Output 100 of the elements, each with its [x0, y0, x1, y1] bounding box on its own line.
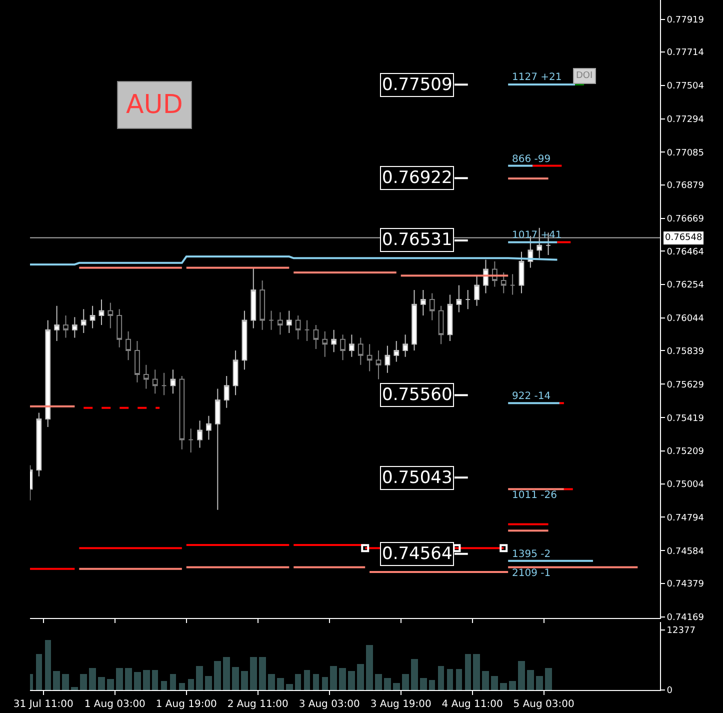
bar [286, 684, 293, 690]
candlestick [250, 267, 256, 329]
candlestick [358, 337, 364, 366]
candlestick [412, 290, 417, 352]
bar [393, 682, 400, 690]
y-tick-label: 0.75419 [666, 414, 704, 424]
y-tick-label: 0.74379 [666, 579, 704, 590]
candlestick [384, 345, 390, 374]
candlestick [108, 302, 114, 329]
bar [36, 654, 42, 690]
annotation: 0.74564 [382, 544, 452, 564]
bar [188, 678, 194, 690]
candlestick [518, 251, 524, 294]
y-tick-label: 0.77714 [666, 48, 704, 58]
bar [527, 670, 534, 690]
candlestick [429, 292, 435, 321]
candlestick [438, 305, 444, 345]
candlestick [116, 308, 122, 348]
bar [62, 674, 69, 690]
annotation: 866 -99 [512, 154, 551, 165]
annotation: DOI [576, 71, 593, 81]
candlestick [349, 334, 354, 358]
candlestick [197, 420, 202, 448]
y-tick-label: 0.75209 [666, 447, 704, 458]
candlestick [474, 275, 480, 306]
candlestick [161, 372, 167, 396]
bar [411, 658, 418, 690]
y-tick-label: 0.74794 [666, 513, 704, 524]
candlestick [295, 314, 301, 340]
candlestick [179, 376, 185, 450]
bar [465, 654, 471, 690]
x-tick-label: 5 Aug 03:00 [513, 699, 574, 710]
bar [205, 676, 212, 690]
candlestick [483, 259, 488, 294]
y-tick-label: 0.76464 [666, 247, 704, 258]
candlestick [278, 312, 283, 336]
y-tick-label: 0.75839 [666, 346, 704, 357]
candlestick [322, 330, 328, 358]
candlestick [447, 294, 453, 342]
annotation: 0.76922 [382, 168, 452, 188]
bar [259, 656, 266, 690]
candlestick [420, 290, 426, 316]
bar [223, 656, 230, 690]
candlestick [98, 299, 104, 326]
candlestick [126, 330, 131, 361]
bar [357, 664, 364, 690]
candlestick [456, 284, 462, 313]
candlestick [394, 340, 400, 362]
bar [268, 674, 275, 690]
candlestick [188, 428, 194, 454]
candlestick [214, 388, 220, 510]
bar [322, 676, 328, 690]
y-tick-label: 0.76044 [666, 314, 704, 324]
bar [80, 674, 87, 690]
y-tick-label: 0.76879 [666, 181, 704, 192]
y-tick-label: 0.77294 [666, 115, 704, 126]
x-tick-label: 2 Aug 11:00 [227, 699, 288, 710]
annotation: AUD [126, 90, 183, 120]
candlestick [170, 369, 176, 394]
bar [295, 674, 301, 690]
candlestick [304, 320, 310, 342]
candlestick [340, 334, 346, 361]
candlestick [268, 310, 274, 330]
annotation: 0.76531 [382, 230, 452, 250]
bar [232, 666, 239, 690]
bar [366, 644, 373, 690]
bar [339, 668, 346, 690]
x-tick-label: 3 Aug 03:00 [298, 699, 360, 710]
bar [482, 670, 489, 690]
annotation: 1395 -2 [512, 549, 551, 560]
candlestick [242, 310, 248, 370]
y-tick-label: 0.76254 [666, 280, 704, 291]
annotation: 0.77509 [382, 75, 452, 95]
y-tick-label: 0.74584 [666, 546, 704, 557]
candlestick [63, 314, 68, 338]
y-tick-label: 0.77085 [666, 148, 704, 158]
x-tick-label: 1 Aug 19:00 [156, 699, 217, 710]
bar [313, 674, 319, 690]
bar [330, 666, 337, 690]
y-tick-label: 12377 [666, 626, 696, 636]
bar [509, 680, 516, 690]
candlestick [152, 369, 158, 394]
bar [125, 668, 132, 690]
bar [491, 676, 498, 690]
candlestick [465, 290, 471, 310]
bar [375, 674, 382, 690]
bar [429, 680, 435, 690]
bar [196, 666, 203, 690]
bar [518, 660, 525, 690]
candlestick [331, 329, 337, 353]
bar [107, 678, 114, 690]
candlestick [402, 334, 408, 358]
candlestick [90, 305, 96, 329]
candlestick [366, 344, 372, 372]
candlestick [80, 308, 86, 334]
bar [384, 678, 391, 690]
bar [438, 666, 444, 690]
candlestick [286, 310, 292, 334]
bar [250, 656, 257, 690]
bar [402, 674, 409, 690]
